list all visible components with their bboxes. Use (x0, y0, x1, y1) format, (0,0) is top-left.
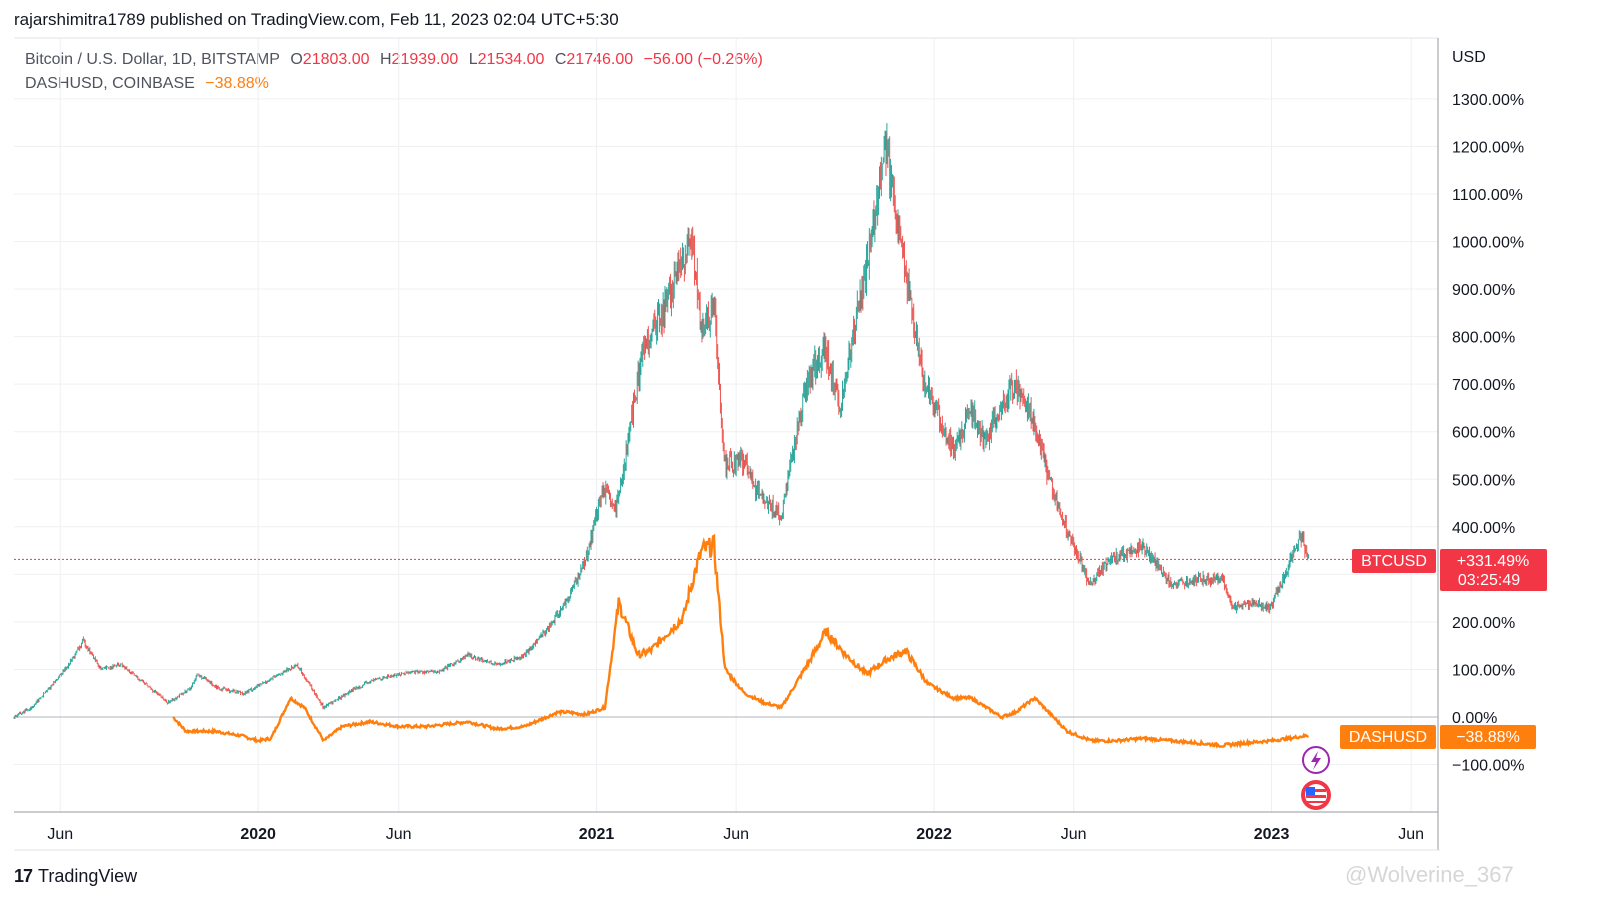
btc-badge-value: +331.49% (1457, 553, 1530, 570)
y-tick-label: −100.00% (1452, 758, 1525, 775)
us-flag-event-icon[interactable] (1301, 780, 1331, 810)
btc-close: C21746.00 (554, 51, 634, 68)
tradingview-brand: TradingView (38, 866, 138, 886)
x-tick-label: 2020 (240, 826, 276, 843)
y-tick-label: 1100.00% (1452, 187, 1523, 204)
x-tick-label: Jun (1398, 826, 1424, 843)
y-tick-label: 500.00% (1452, 472, 1515, 489)
btc-badge-label: BTCUSD (1361, 553, 1427, 570)
x-tick-label: Jun (47, 826, 73, 843)
y-tick-label: 800.00% (1452, 330, 1515, 347)
dash-legend-name: DASHUSD, COINBASE (25, 75, 195, 92)
published-line: rajarshimitra1789 published on TradingVi… (14, 10, 619, 29)
btc-change: −56.00 (−0.26%) (643, 51, 763, 68)
chart-grid (14, 38, 1438, 812)
y-tick-label: 1000.00% (1452, 235, 1524, 252)
dash-line-path (172, 533, 1309, 749)
btc-low: L21534.00 (468, 51, 545, 68)
x-tick-label: Jun (723, 826, 749, 843)
price-axis-ticks: −100.00% 0.00% 100.00% 200.00% 300.00% 400.00… (1452, 92, 1525, 775)
y-tick-label: 400.00% (1452, 520, 1515, 537)
dash-series (172, 533, 1309, 749)
x-tick-label: Jun (1061, 826, 1087, 843)
btc-series (13, 123, 1310, 719)
btc-badge-value-bg (1440, 549, 1547, 591)
x-tick-label: 2022 (916, 826, 952, 843)
dash-badge-value: −38.88% (1456, 729, 1520, 746)
y-tick-label: 100.00% (1452, 662, 1515, 679)
btc-open: O21803.00 (290, 51, 370, 68)
y-tick-label: 900.00% (1452, 282, 1515, 299)
y-tick-label: 700.00% (1452, 377, 1515, 394)
btc-legend-name: Bitcoin / U.S. Dollar, 1D, BITSTAMP (25, 51, 280, 68)
tradingview-logo[interactable]: 17 TradingView (14, 866, 137, 887)
y-tick-label: 300.00% (1452, 567, 1515, 584)
x-tick-label: 2021 (579, 826, 615, 843)
dash-legend: DASHUSD, COINBASE −38.88% (25, 75, 275, 93)
lightning-event-icon[interactable] (1302, 746, 1330, 774)
y-tick-label: 0.00% (1452, 710, 1497, 727)
dash-badge-label-bg (1340, 725, 1436, 749)
watermark: @Wolverine_367 (1345, 862, 1514, 887)
tradingview-mark-icon: 17 (14, 866, 33, 886)
x-tick-label: 2023 (1254, 826, 1290, 843)
y-tick-label: 1200.00% (1452, 139, 1524, 156)
dash-badge-label: DASHUSD (1349, 729, 1427, 746)
y-tick-label: 200.00% (1452, 615, 1515, 632)
dash-change: −38.88% (205, 75, 269, 92)
btc-badge-label-bg (1352, 549, 1436, 573)
y-tick-label: 600.00% (1452, 425, 1515, 442)
x-tick-label: Jun (386, 826, 412, 843)
btc-badge-timer: 03:25:49 (1458, 572, 1520, 589)
btc-high: H21939.00 (379, 51, 459, 68)
btc-legend: Bitcoin / U.S. Dollar, 1D, BITSTAMP O218… (25, 51, 769, 69)
y-tick-label: 1300.00% (1452, 92, 1524, 109)
price-axis-unit: USD (1452, 49, 1486, 66)
dash-badge-value-bg (1440, 725, 1536, 749)
time-axis-ticks: Jun 2020 Jun 2021 Jun 2022 Jun 2023 Jun (47, 826, 1424, 843)
